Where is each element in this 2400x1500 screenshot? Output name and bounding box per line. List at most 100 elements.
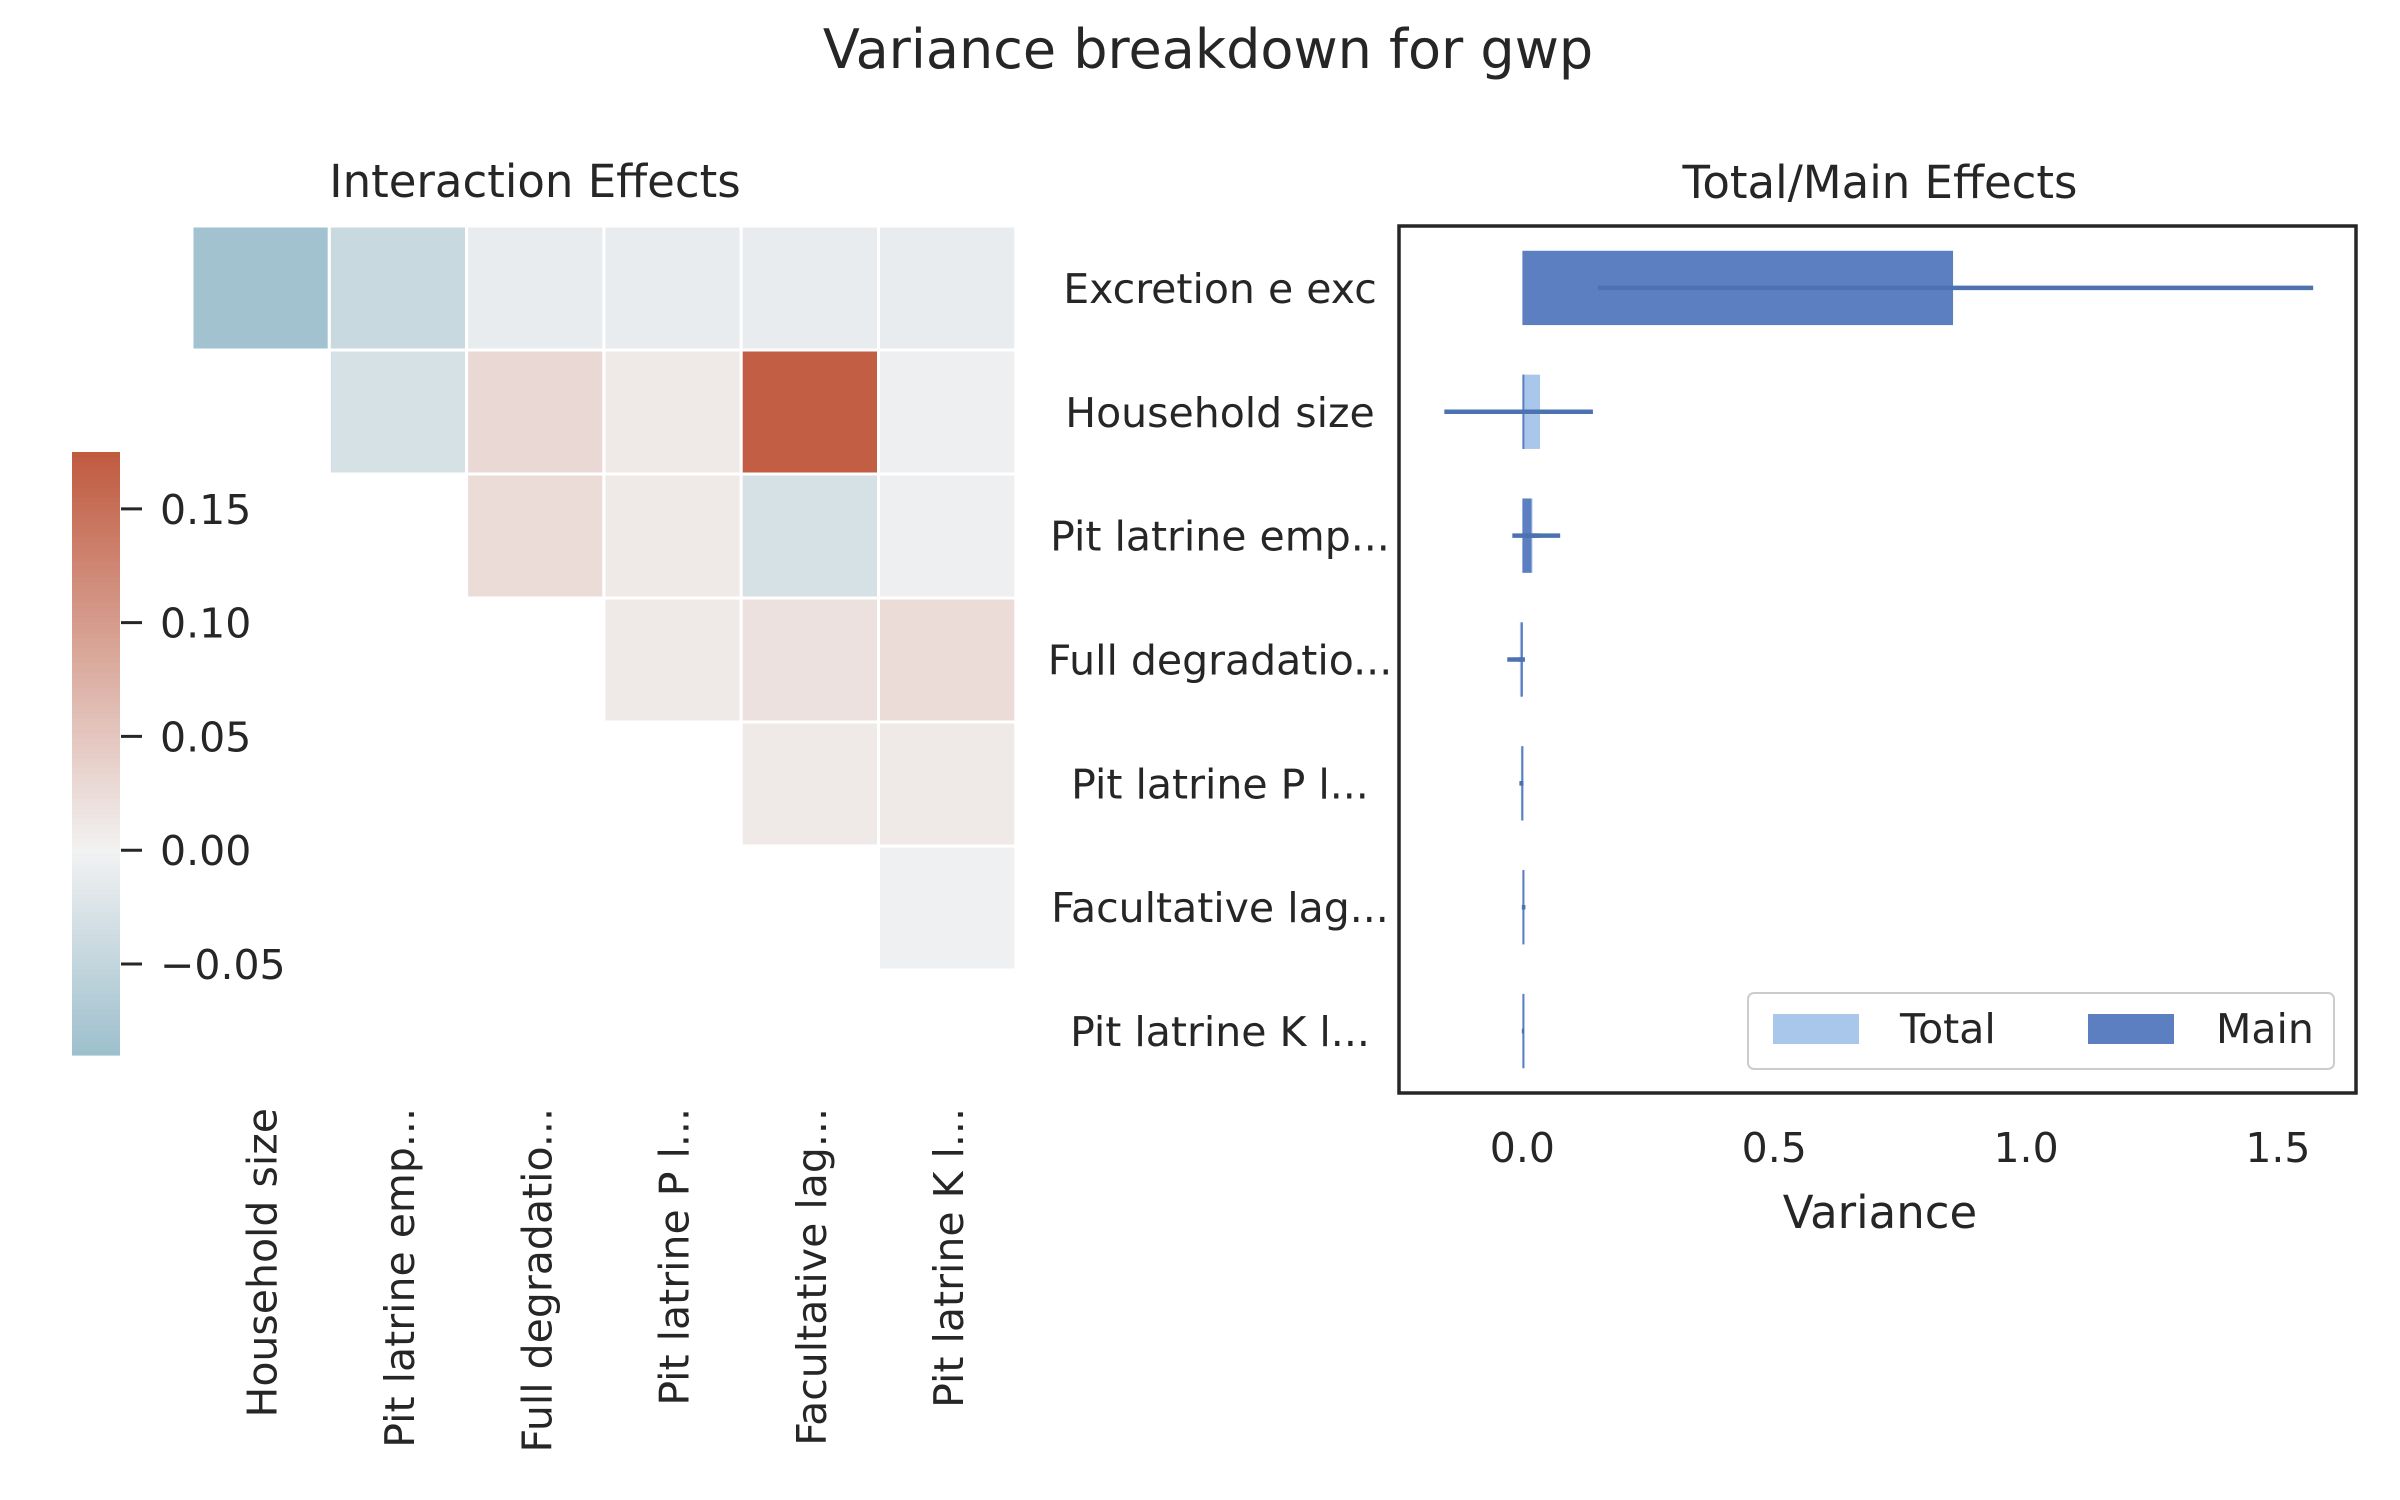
colorbar-gradient-segment	[72, 793, 120, 800]
heatmap-cell	[465, 224, 606, 352]
colorbar-gradient-segment	[72, 939, 120, 946]
colorbar-gradient-segment	[72, 753, 120, 760]
heatmap-cell	[739, 720, 881, 848]
heatmap-cell	[465, 348, 606, 476]
colorbar-gradient-segment	[72, 773, 120, 780]
colorbar-gradient-segment	[72, 924, 120, 930]
plot-frame	[1397, 224, 2358, 1095]
heatmap-cell	[190, 224, 331, 352]
heatmap-col-label: Pit latrine emp...	[376, 1108, 424, 1448]
colorbar-gradient-segment	[72, 854, 120, 860]
colorbar: −0.05 0.00 0.05 0.10 0.15	[72, 452, 286, 1056]
colorbar-gradient-segment	[72, 823, 120, 830]
colorbar-gradient-segment	[72, 1034, 120, 1041]
heatmap-cell	[739, 596, 881, 724]
colorbar-gradient-segment	[72, 668, 120, 674]
heatmap-cell	[602, 348, 743, 476]
colorbar-gradient-segment	[72, 909, 120, 915]
heatmap-cell	[739, 472, 881, 600]
colorbar-gradient-segment	[72, 994, 120, 1001]
colorbar-gradient-segment	[72, 843, 120, 850]
colorbar-gradient-segment	[72, 502, 120, 508]
heatmap-cell	[877, 720, 1018, 848]
x-tick-label: 1.5	[2245, 1124, 2310, 1172]
heatmap-col-label: Full degradatio...	[513, 1108, 561, 1452]
colorbar-gradient-segment	[72, 562, 120, 569]
colorbar-gradient-segment	[72, 552, 120, 559]
colorbar-gradient-segment	[72, 482, 120, 488]
colorbar-gradient-segment	[72, 462, 120, 468]
interaction-effects-heatmap: Interaction Effects Household size Pit la…	[190, 155, 1018, 1452]
heatmap-cell	[602, 596, 743, 724]
colorbar-gradient-segment	[72, 999, 120, 1006]
colorbar-gradient-segment	[72, 803, 120, 810]
colorbar-gradient-segment	[72, 748, 120, 755]
colorbar-gradient-segment	[72, 738, 120, 745]
colorbar-tick-label: 0.10	[160, 600, 251, 648]
colorbar-gradient-segment	[72, 869, 120, 875]
colorbar-gradient-segment	[72, 1029, 120, 1036]
colorbar-gradient-segment	[72, 889, 120, 895]
colorbar-gradient-segment	[72, 833, 120, 840]
colorbar-gradient-segment	[72, 949, 120, 956]
colorbar-gradient-segment	[72, 617, 120, 624]
colorbar-gradient-segment	[72, 954, 120, 961]
colorbar-gradient-segment	[72, 783, 120, 790]
colorbar-tick-label: −0.05	[160, 941, 286, 989]
colorbar-gradient-segment	[72, 718, 120, 724]
colorbar-gradient-segment	[72, 884, 120, 890]
heatmap-cell	[327, 224, 469, 352]
colorbar-gradient-segment	[72, 758, 120, 765]
heatmap-col-label: Facultative lag...	[788, 1108, 836, 1446]
colorbar-gradient-segment	[72, 658, 120, 664]
legend-box	[1747, 992, 2335, 1070]
colorbar-gradient-segment	[72, 587, 120, 594]
colorbar-tick-label: 0.00	[160, 827, 251, 875]
colorbar-gradient-segment	[72, 678, 120, 684]
colorbar-gradient-segment	[72, 542, 120, 549]
colorbar-gradient-segment	[72, 572, 120, 579]
barchart-title: Total/Main Effects	[1682, 156, 2078, 209]
colorbar-gradient-segment	[72, 798, 120, 805]
x-tick-label: 1.0	[1993, 1124, 2058, 1172]
colorbar-gradient-segment	[72, 607, 120, 614]
colorbar-gradient-segment	[72, 693, 120, 699]
colorbar-gradient-segment	[72, 537, 120, 544]
heatmap-cell	[602, 472, 743, 600]
colorbar-gradient-segment	[72, 919, 120, 925]
colorbar-gradient-segment	[72, 959, 120, 966]
colorbar-gradient-segment	[72, 602, 120, 609]
colorbar-gradient-segment	[72, 859, 120, 865]
colorbar-gradient-segment	[72, 698, 120, 704]
colorbar-gradient-segment	[72, 929, 120, 935]
figure-title: Variance breakdown for gwp	[823, 18, 1593, 81]
colorbar-gradient-segment	[72, 818, 120, 825]
legend-swatch-total	[1773, 1014, 1859, 1044]
heatmap-title: Interaction Effects	[329, 155, 740, 208]
colorbar-gradient-segment	[72, 904, 120, 910]
category-label: Pit latrine K l...	[1070, 1008, 1370, 1056]
colorbar-gradient-segment	[72, 813, 120, 820]
colorbar-gradient-segment	[72, 1004, 120, 1011]
colorbar-gradient-segment	[72, 788, 120, 795]
colorbar-gradient-segment	[72, 592, 120, 599]
colorbar-gradient-segment	[72, 1044, 120, 1051]
colorbar-gradient-segment	[72, 703, 120, 709]
x-axis-label: Variance	[1783, 1186, 1977, 1239]
colorbar-gradient-segment	[72, 527, 120, 533]
colorbar-gradient-segment	[72, 964, 120, 971]
colorbar-gradient-segment	[72, 1039, 120, 1046]
colorbar-gradient-segment	[72, 492, 120, 498]
heatmap-col-label: Pit latrine K l...	[925, 1108, 973, 1408]
x-tick-label: 0.0	[1490, 1124, 1555, 1172]
category-label: Excretion e exc	[1063, 265, 1377, 313]
colorbar-gradient-segment	[72, 567, 120, 574]
colorbar-gradient-segment	[72, 1014, 120, 1021]
colorbar-gradient-segment	[72, 768, 120, 775]
colorbar-gradient-segment	[72, 743, 120, 750]
category-label: Full degradatio...	[1048, 637, 1392, 685]
heatmap-cell	[877, 348, 1018, 476]
heatmap-cell	[877, 472, 1018, 600]
colorbar-gradient-segment	[72, 683, 120, 689]
